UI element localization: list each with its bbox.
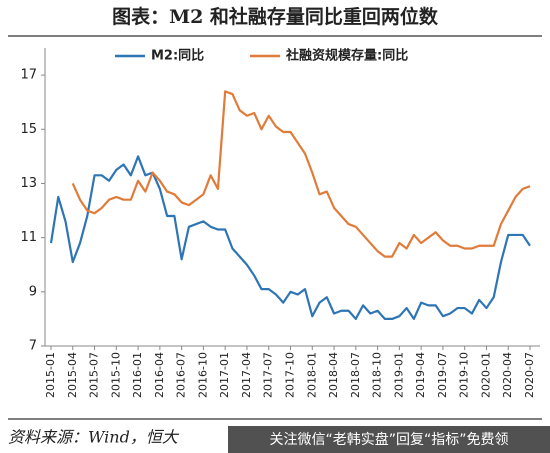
x-tick-label: 2015-07 xyxy=(88,352,101,398)
x-tick-label: 2017-01 xyxy=(218,352,231,398)
x-tick-label: 2019-07 xyxy=(436,352,449,398)
x-tick-label: 2019-01 xyxy=(392,352,405,398)
y-tick-label: 11 xyxy=(20,230,37,245)
watermark-bg xyxy=(228,426,550,453)
x-tick-label: 2016-04 xyxy=(153,352,166,398)
x-tick-label: 2018-04 xyxy=(327,352,340,398)
x-tick-label: 2019-10 xyxy=(458,352,471,398)
series-line xyxy=(71,90,531,258)
x-tick-label: 2015-01 xyxy=(44,352,57,398)
x-tick-label: 2020-07 xyxy=(523,352,536,398)
x-tick-label: 2016-01 xyxy=(131,352,144,398)
x-tick-label: 2017-10 xyxy=(284,352,297,398)
y-tick-label: 15 xyxy=(20,122,37,137)
y-tick-label: 13 xyxy=(20,176,37,191)
x-tick-label: 2017-07 xyxy=(262,352,275,398)
x-tick-label: 2018-01 xyxy=(305,352,318,398)
x-tick-label: 2019-04 xyxy=(414,352,427,398)
x-tick-label: 2018-10 xyxy=(371,352,384,398)
x-tick-label: 2017-04 xyxy=(240,352,253,398)
watermark: 关注微信“老韩实盘”回复“指标”免费领 xyxy=(269,431,508,448)
y-tick-label: 17 xyxy=(20,68,37,83)
y-tick-label: 9 xyxy=(29,284,37,299)
chart-title: 图表：M2 和社融存量同比重回两位数 xyxy=(112,5,439,28)
x-tick-label: 2020-04 xyxy=(501,352,514,398)
x-tick-label: 2020-01 xyxy=(479,352,492,398)
y-tick-label: 7 xyxy=(29,339,37,354)
legend-label: M2:同比 xyxy=(151,48,204,64)
series-line xyxy=(49,155,531,321)
source: 资料来源：Wind，恒大 xyxy=(8,428,180,447)
x-tick-label: 2016-07 xyxy=(175,352,188,398)
x-tick-label: 2018-07 xyxy=(349,352,362,398)
x-tick-label: 2015-10 xyxy=(109,352,122,398)
legend-label: 社融资规模存量:同比 xyxy=(285,48,408,64)
x-tick-label: 2016-10 xyxy=(196,352,209,398)
x-tick-label: 2015-04 xyxy=(66,352,79,398)
